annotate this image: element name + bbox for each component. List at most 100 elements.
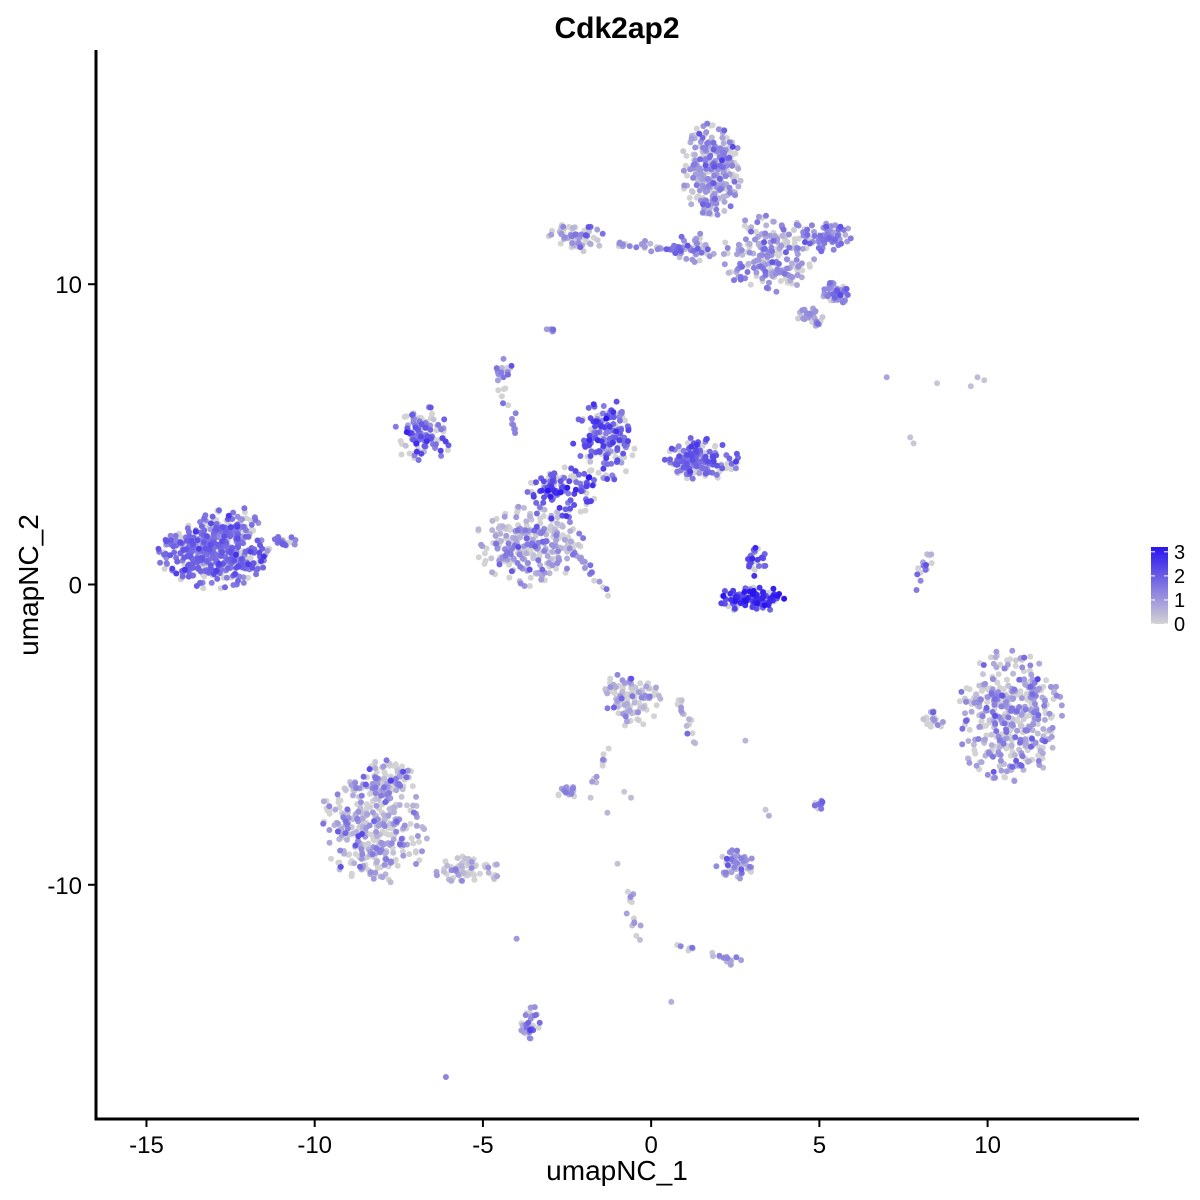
cell-point bbox=[726, 184, 733, 191]
cell-point bbox=[594, 226, 601, 233]
cell-point bbox=[520, 504, 527, 511]
cell-point bbox=[687, 166, 694, 173]
cell-point bbox=[691, 259, 698, 265]
cell-point bbox=[732, 458, 739, 465]
cell-point bbox=[174, 558, 181, 565]
cell-point bbox=[163, 538, 170, 545]
cell-point bbox=[752, 236, 758, 243]
cell-point bbox=[557, 240, 564, 247]
cell-point bbox=[618, 408, 625, 415]
cell-point bbox=[734, 847, 741, 854]
cell-point bbox=[633, 244, 640, 251]
cell-point bbox=[203, 568, 210, 575]
cell-point bbox=[418, 421, 425, 428]
cell-point bbox=[213, 567, 220, 574]
cell-point bbox=[843, 286, 850, 292]
cell-point bbox=[523, 535, 530, 542]
cell-point bbox=[193, 583, 200, 589]
cell-point bbox=[219, 524, 226, 530]
cell-point bbox=[393, 828, 400, 835]
cell-point bbox=[727, 961, 734, 968]
cell-point bbox=[603, 455, 610, 462]
cell-point bbox=[523, 518, 530, 525]
cell-point bbox=[240, 579, 247, 586]
cell-point bbox=[807, 311, 814, 317]
cell-point bbox=[582, 507, 589, 514]
cell-point bbox=[219, 538, 225, 545]
cell-point bbox=[687, 468, 694, 475]
cell-point bbox=[631, 919, 638, 926]
cell-point bbox=[380, 763, 387, 770]
cell-point bbox=[442, 1074, 449, 1080]
cell-point bbox=[1016, 676, 1023, 683]
cell-point bbox=[920, 716, 927, 723]
cell-point bbox=[192, 528, 199, 535]
cell-point bbox=[500, 374, 507, 381]
cell-point bbox=[334, 820, 341, 827]
cell-point bbox=[532, 1012, 538, 1019]
cell-point bbox=[494, 377, 501, 384]
cell-point bbox=[690, 161, 697, 168]
cell-point bbox=[728, 856, 735, 863]
cell-point bbox=[207, 541, 214, 548]
cell-point bbox=[408, 835, 415, 842]
cell-point bbox=[780, 226, 787, 233]
cell-point bbox=[489, 527, 496, 534]
cell-point bbox=[824, 293, 831, 300]
cell-point bbox=[689, 944, 696, 951]
cell-point bbox=[595, 469, 602, 476]
cell-point bbox=[811, 256, 818, 263]
cell-point bbox=[435, 421, 442, 428]
cell-point bbox=[348, 870, 355, 877]
cell-point bbox=[367, 869, 374, 876]
cell-point bbox=[589, 482, 596, 489]
cell-point bbox=[537, 515, 544, 522]
cell-point bbox=[383, 856, 390, 863]
cell-point bbox=[719, 157, 725, 164]
cell-point bbox=[753, 269, 760, 276]
cell-point bbox=[802, 239, 808, 246]
cell-point bbox=[818, 805, 825, 812]
cell-point bbox=[828, 223, 835, 230]
cell-point bbox=[500, 355, 507, 362]
cell-point bbox=[603, 415, 610, 422]
cell-point bbox=[402, 442, 409, 449]
cell-point bbox=[724, 955, 731, 962]
cell-point bbox=[498, 393, 505, 400]
cell-point bbox=[440, 868, 447, 875]
cell-point bbox=[1000, 740, 1007, 747]
cell-point bbox=[1036, 660, 1043, 667]
cell-point bbox=[716, 952, 723, 959]
cell-point bbox=[963, 717, 970, 724]
cell-point bbox=[727, 590, 734, 597]
cell-point bbox=[506, 524, 513, 531]
cell-point bbox=[494, 545, 501, 552]
cell-point bbox=[1001, 665, 1008, 672]
cell-point bbox=[817, 232, 824, 239]
cell-point bbox=[1013, 708, 1020, 715]
cell-point bbox=[337, 847, 344, 854]
legend-tick-label: 3 bbox=[1174, 542, 1185, 564]
cell-point bbox=[359, 831, 365, 837]
cell-point bbox=[710, 453, 716, 460]
cell-point bbox=[512, 430, 519, 436]
cell-point bbox=[498, 538, 504, 544]
cell-point bbox=[616, 417, 623, 424]
cell-point bbox=[382, 799, 389, 806]
cell-point bbox=[689, 457, 696, 464]
cell-point bbox=[683, 152, 690, 159]
cell-point bbox=[823, 223, 830, 230]
cell-point bbox=[468, 865, 475, 871]
cell-point bbox=[557, 478, 564, 485]
cell-point bbox=[227, 549, 234, 555]
cell-point bbox=[157, 559, 164, 566]
cell-point bbox=[699, 209, 706, 216]
cell-point bbox=[959, 725, 966, 732]
cell-point bbox=[591, 477, 597, 483]
cell-point bbox=[1053, 683, 1059, 690]
cell-point bbox=[613, 428, 620, 435]
cell-point bbox=[993, 728, 1000, 735]
cell-point bbox=[596, 578, 603, 585]
cell-point bbox=[784, 265, 790, 272]
cell-point bbox=[688, 452, 695, 459]
